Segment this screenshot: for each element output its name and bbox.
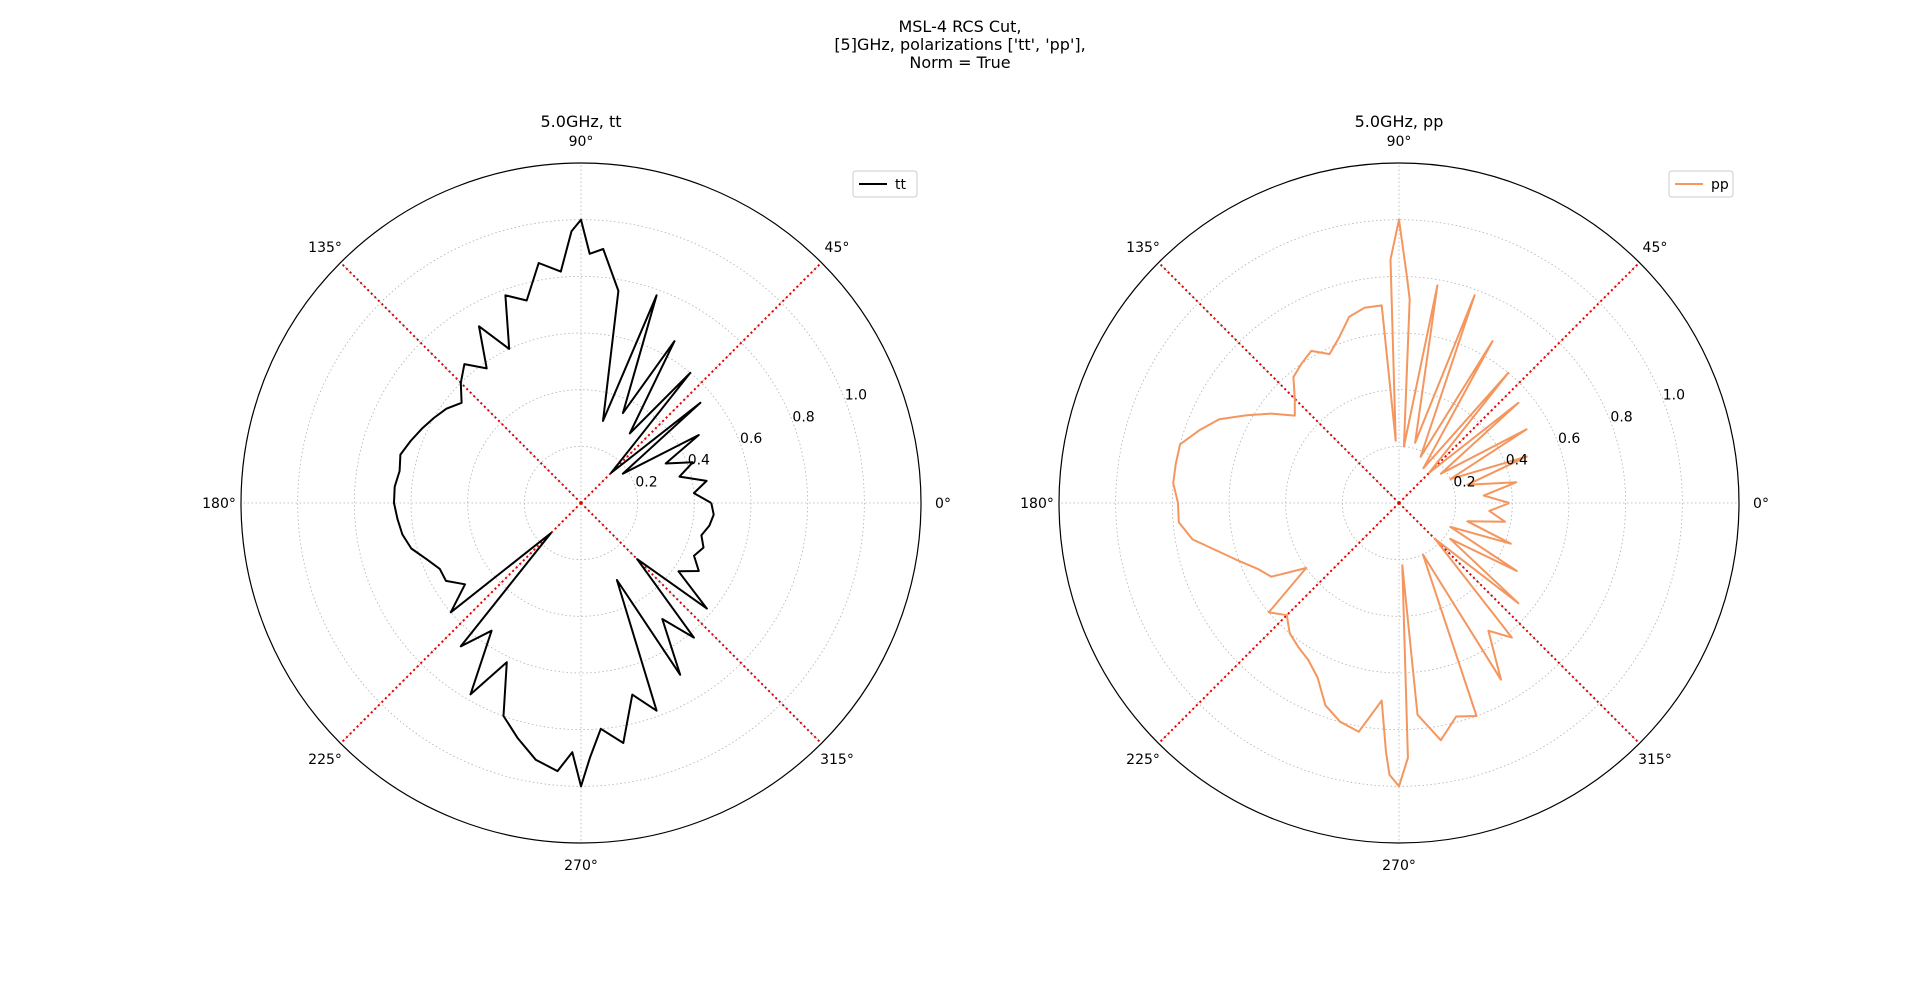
radial-gridline-2 bbox=[410, 332, 752, 674]
reference-line-2 bbox=[1157, 502, 1400, 745]
angle-tick-label: 225° bbox=[308, 752, 342, 768]
reference-line-2 bbox=[339, 502, 582, 745]
radial-tick-label: 0.2 bbox=[635, 474, 657, 490]
angle-tick-label: 270° bbox=[564, 858, 598, 874]
angle-tick-label: 135° bbox=[308, 240, 342, 256]
angle-tick-label: 180° bbox=[202, 496, 236, 512]
figure-title-line-2: [5]GHz, polarizations ['tt', 'pp'], bbox=[834, 35, 1086, 54]
radial-tick-label: 0.2 bbox=[1453, 474, 1475, 490]
figure-title-line-3: Norm = True bbox=[909, 53, 1011, 72]
figure-title-line-1: MSL-4 RCS Cut, bbox=[898, 17, 1022, 36]
radial-tick-label: 1.0 bbox=[1663, 388, 1685, 404]
polar-frame bbox=[1058, 162, 1740, 844]
angle-tick-label: 90° bbox=[569, 134, 594, 150]
reference-line-0 bbox=[1398, 261, 1641, 504]
reference-line-0 bbox=[580, 261, 823, 504]
radial-tick-label: 1.0 bbox=[845, 388, 867, 404]
angle-tick-label: 0° bbox=[1753, 496, 1769, 512]
angle-tick-label: 135° bbox=[1126, 240, 1160, 256]
angle-tick-label: 180° bbox=[1020, 496, 1054, 512]
radial-gridline-2 bbox=[1228, 332, 1570, 674]
legend-label: pp bbox=[1711, 177, 1729, 193]
radial-tick-label: 0.8 bbox=[1610, 409, 1632, 425]
series-line-pp bbox=[1172, 218, 1528, 788]
angle-tick-label: 45° bbox=[825, 240, 850, 256]
angle-tick-label: 225° bbox=[1126, 752, 1160, 768]
radial-tick-label: 0.6 bbox=[1558, 431, 1580, 447]
angle-tick-label: 270° bbox=[1382, 858, 1416, 874]
radial-tick-label: 0.6 bbox=[740, 431, 762, 447]
angle-tick-label: 315° bbox=[1638, 752, 1672, 768]
series-line-tt bbox=[393, 218, 715, 788]
radial-gridline-3 bbox=[353, 275, 809, 731]
radial-tick-label: 0.4 bbox=[1506, 453, 1528, 469]
subplot-title: 5.0GHz, tt bbox=[541, 112, 622, 131]
radial-tick-label: 0.4 bbox=[688, 453, 710, 469]
angle-tick-label: 0° bbox=[935, 496, 951, 512]
angle-tick-label: 90° bbox=[1387, 134, 1412, 150]
reference-line-3 bbox=[580, 502, 823, 745]
radial-tick-label: 0.8 bbox=[792, 409, 814, 425]
polar-frame bbox=[240, 162, 922, 844]
angle-tick-label: 315° bbox=[820, 752, 854, 768]
angle-tick-label: 45° bbox=[1643, 240, 1668, 256]
reference-line-1 bbox=[1157, 261, 1400, 504]
subplot-title: 5.0GHz, pp bbox=[1355, 112, 1444, 131]
legend-label: tt bbox=[895, 177, 906, 193]
